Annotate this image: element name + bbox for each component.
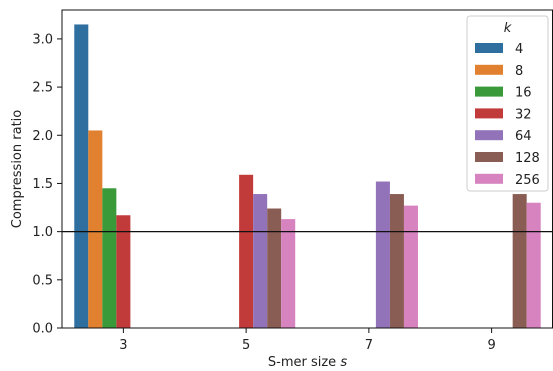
legend-swatch-4 [475,43,503,53]
y-axis: 0.0 0.5 1.0 1.5 2.0 2.5 3.0 [32,32,62,337]
bar-k32-s3 [116,215,131,328]
bar-k256-s9 [526,202,541,328]
y-tick-label: 2.0 [32,129,53,144]
legend-box [466,15,549,192]
x-axis: 3 5 7 9 [119,328,496,353]
legend-swatch-256 [475,173,503,184]
legend-label-64: 64 [515,129,532,144]
bar-k4-s3 [74,24,89,328]
legend-swatch-32 [475,108,503,119]
x-axis-label-variable: s [340,355,347,370]
bar-k32-s5 [239,174,254,328]
legend-swatch-16 [475,86,503,97]
x-tick-label: 9 [487,338,495,353]
x-axis-label: S-mer size s [268,355,347,370]
legend-swatch-8 [475,64,503,75]
y-tick-label: 1.5 [32,177,53,192]
legend-label-8: 8 [515,64,523,79]
bar-k256-s5 [281,219,296,328]
legend-label-256: 256 [515,173,540,188]
legend-label-4: 4 [515,42,523,57]
x-tick-label: 7 [365,338,373,353]
y-tick-label: 2.5 [32,81,53,96]
legend-label-128: 128 [515,151,540,166]
x-tick-label: 5 [242,338,250,353]
x-tick-label: 3 [119,338,127,353]
legend: k 4 8 16 32 64 128 256 [466,15,549,192]
legend-label-16: 16 [515,86,532,101]
legend-swatch-128 [475,152,503,162]
y-tick-label: 3.0 [32,32,53,47]
bar-k16-s3 [102,188,117,328]
x-axis-label-text: S-mer size [268,355,340,370]
legend-swatch-64 [475,130,503,141]
bar-k128-s5 [267,208,282,328]
legend-title: k [504,21,512,36]
y-tick-label: 0.0 [32,322,53,337]
bar-k128-s7 [389,194,404,328]
bars-layer [74,24,541,328]
bar-k128-s9 [512,194,527,328]
y-axis-label: Compression ratio [10,110,25,229]
bar-k8-s3 [88,130,103,328]
bar-k64-s7 [375,181,390,328]
legend-label-32: 32 [515,107,532,122]
y-tick-label: 0.5 [32,273,53,288]
y-tick-label: 1.0 [32,225,53,240]
bar-k64-s5 [253,194,268,328]
bar-k256-s7 [403,205,418,328]
